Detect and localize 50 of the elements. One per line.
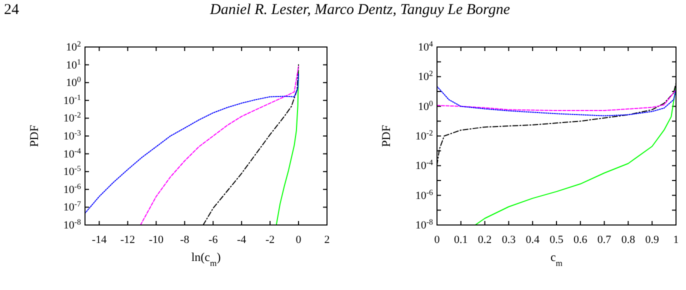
y-tick-label: 10$^{-4}$ [415, 158, 434, 172]
x-tick-label: 0.4 [526, 234, 540, 246]
x-tick-label: 0.1 [454, 234, 468, 246]
x-tick-label: 0.5 [550, 234, 564, 246]
y-tick-label: 10$^{-6}$ [415, 187, 434, 202]
x-tick-label: -6 [208, 234, 218, 246]
x-tick-label: 0 [296, 234, 302, 246]
y-tick-label: 10$^{0}$ [418, 98, 434, 113]
y-tick-label: 10$^{-4}$ [63, 146, 82, 160]
y-tick-label: 10$^{-5}$ [63, 164, 82, 178]
y-tick-label: 10$^{-2}$ [63, 110, 82, 125]
line-series [437, 90, 676, 112]
x-tick-label: 2 [324, 234, 330, 246]
y-tick-label: 10$^{1}$ [66, 56, 82, 72]
y-tick-label: 10$^{2}$ [66, 39, 82, 54]
y-tick-label: 10$^{4}$ [418, 39, 434, 54]
x-tick-label: 1 [673, 234, 679, 246]
x-tick-label: 0.9 [645, 234, 660, 246]
x-tick-label: 0.7 [597, 234, 612, 246]
x-tick-label: 0.8 [621, 234, 636, 246]
x-axis-title: c$_{m}$ [550, 250, 563, 268]
line-series [474, 86, 676, 225]
line-series [85, 74, 300, 214]
y-tick-label: 10$^{-8}$ [63, 217, 82, 232]
text: 24 [4, 2, 20, 18]
y-tick-label: 10$^{-7}$ [63, 199, 82, 214]
x-tick-label: 0 [434, 234, 440, 246]
text: Daniel R. Lester, Marco Dentz, Tanguy Le Borgne [209, 2, 510, 18]
x-tick-label: 0.3 [502, 234, 516, 246]
y-tick-label: 10$^{-6}$ [63, 181, 82, 196]
x-tick-label: 0.6 [574, 234, 588, 246]
x-tick-label: -8 [180, 234, 190, 246]
x-tick-label: -10 [148, 234, 164, 246]
x-axis-title: ln(c$_{m}$) [191, 250, 221, 268]
y-tick-label: 10$^{-2}$ [415, 128, 434, 143]
x-tick-label: 0.2 [478, 234, 492, 246]
y-tick-label: 10$^{-1}$ [63, 92, 82, 107]
x-tick-label: -4 [237, 234, 247, 246]
y-axis-title: PDF [379, 124, 393, 148]
line-series [140, 66, 300, 225]
line-series [437, 86, 676, 116]
x-tick-label: -2 [265, 234, 275, 246]
y-tick-label: 10$^{-3}$ [63, 128, 82, 143]
x-tick-label: -12 [120, 234, 136, 246]
y-tick-label: 10$^{0}$ [66, 74, 82, 90]
y-tick-label: 10$^{2}$ [418, 68, 434, 84]
y-axis-title: PDF [27, 124, 41, 148]
x-tick-label: -14 [92, 234, 108, 246]
y-tick-label: 10$^{-8}$ [415, 217, 434, 232]
line-series [276, 70, 300, 225]
